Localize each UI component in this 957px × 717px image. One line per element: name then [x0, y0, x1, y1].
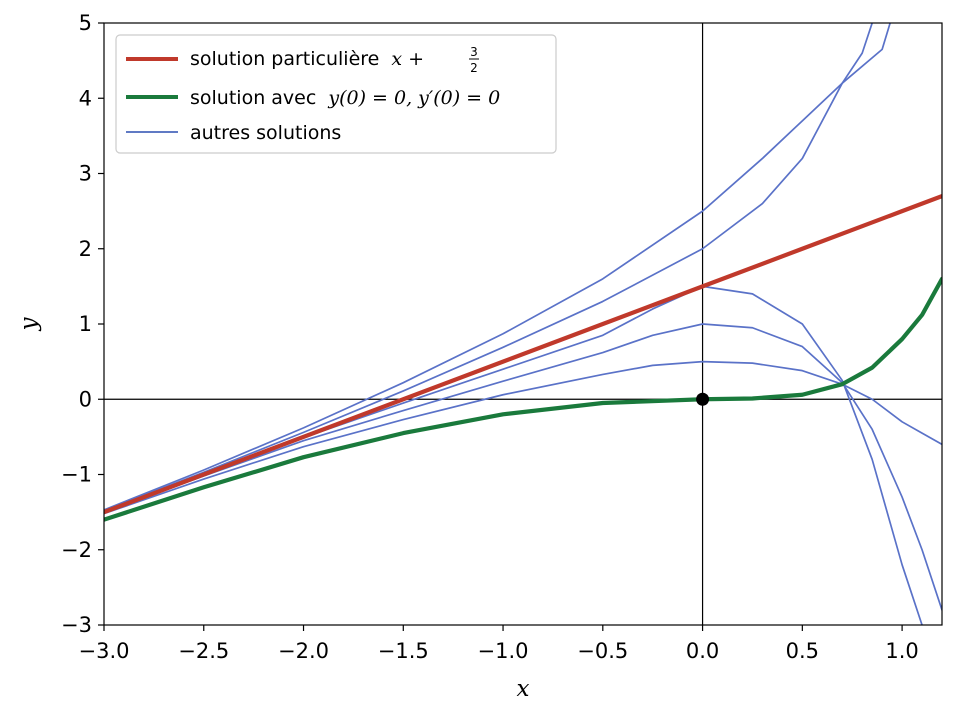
legend-label-initial: solution avec y(0) = 0, y′(0) = 0 — [190, 87, 500, 109]
legend-label-others: autres solutions — [190, 122, 341, 144]
y-tick-label: 1 — [79, 312, 92, 336]
y-tick-label: −3 — [61, 613, 92, 637]
series-line-initial-condition-1 — [104, 276, 942, 522]
y-axis-ticks: −3 −2 −1 0 1 2 3 4 5 — [61, 11, 104, 637]
svg-text:2: 2 — [470, 61, 478, 75]
y-tick-label: 0 — [79, 387, 92, 411]
x-tick-label: 0.0 — [686, 639, 719, 663]
svg-text:3: 3 — [470, 45, 478, 59]
series-line-particular-0 — [104, 193, 942, 515]
y-tick-label: −1 — [61, 463, 92, 487]
x-axis-ticks: −3.0 −2.5 −2.0 −1.5 −1.0 −0.5 0.0 0.5 1.0 — [79, 625, 919, 663]
legend-box — [115, 34, 557, 154]
series-line-other-6 — [104, 360, 942, 515]
legend-label-particular: solution particulière x + — [190, 48, 424, 70]
x-tick-label: −1.5 — [378, 639, 429, 663]
series-line-other-2 — [104, 23, 891, 511]
y-tick-label: 2 — [79, 237, 92, 261]
x-tick-label: 0.5 — [786, 639, 819, 663]
y-axis-label: y — [16, 317, 42, 332]
x-tick-label: −3.0 — [79, 639, 130, 663]
series-line-other-5 — [104, 323, 942, 611]
x-tick-label: −1.0 — [478, 639, 529, 663]
legend: solution particulière x + 3 2 solution a… — [115, 34, 557, 154]
y-tick-label: −2 — [61, 538, 92, 562]
x-tick-label: 1.0 — [885, 639, 918, 663]
x-tick-label: −2.5 — [178, 639, 229, 663]
series-layer — [104, 23, 942, 625]
marked-point — [696, 392, 710, 406]
series-line-other-3 — [104, 23, 874, 512]
x-tick-label: −2.0 — [278, 639, 329, 663]
y-tick-label: 3 — [79, 162, 92, 186]
y-tick-label: 4 — [79, 86, 92, 110]
x-tick-label: −0.5 — [577, 639, 628, 663]
legend-fraction: 3 2 — [469, 45, 479, 75]
series-line-other-4 — [104, 285, 923, 625]
marked-point-layer — [696, 392, 710, 406]
y-tick-label: 5 — [79, 11, 92, 35]
x-axis-label: x — [517, 676, 530, 702]
